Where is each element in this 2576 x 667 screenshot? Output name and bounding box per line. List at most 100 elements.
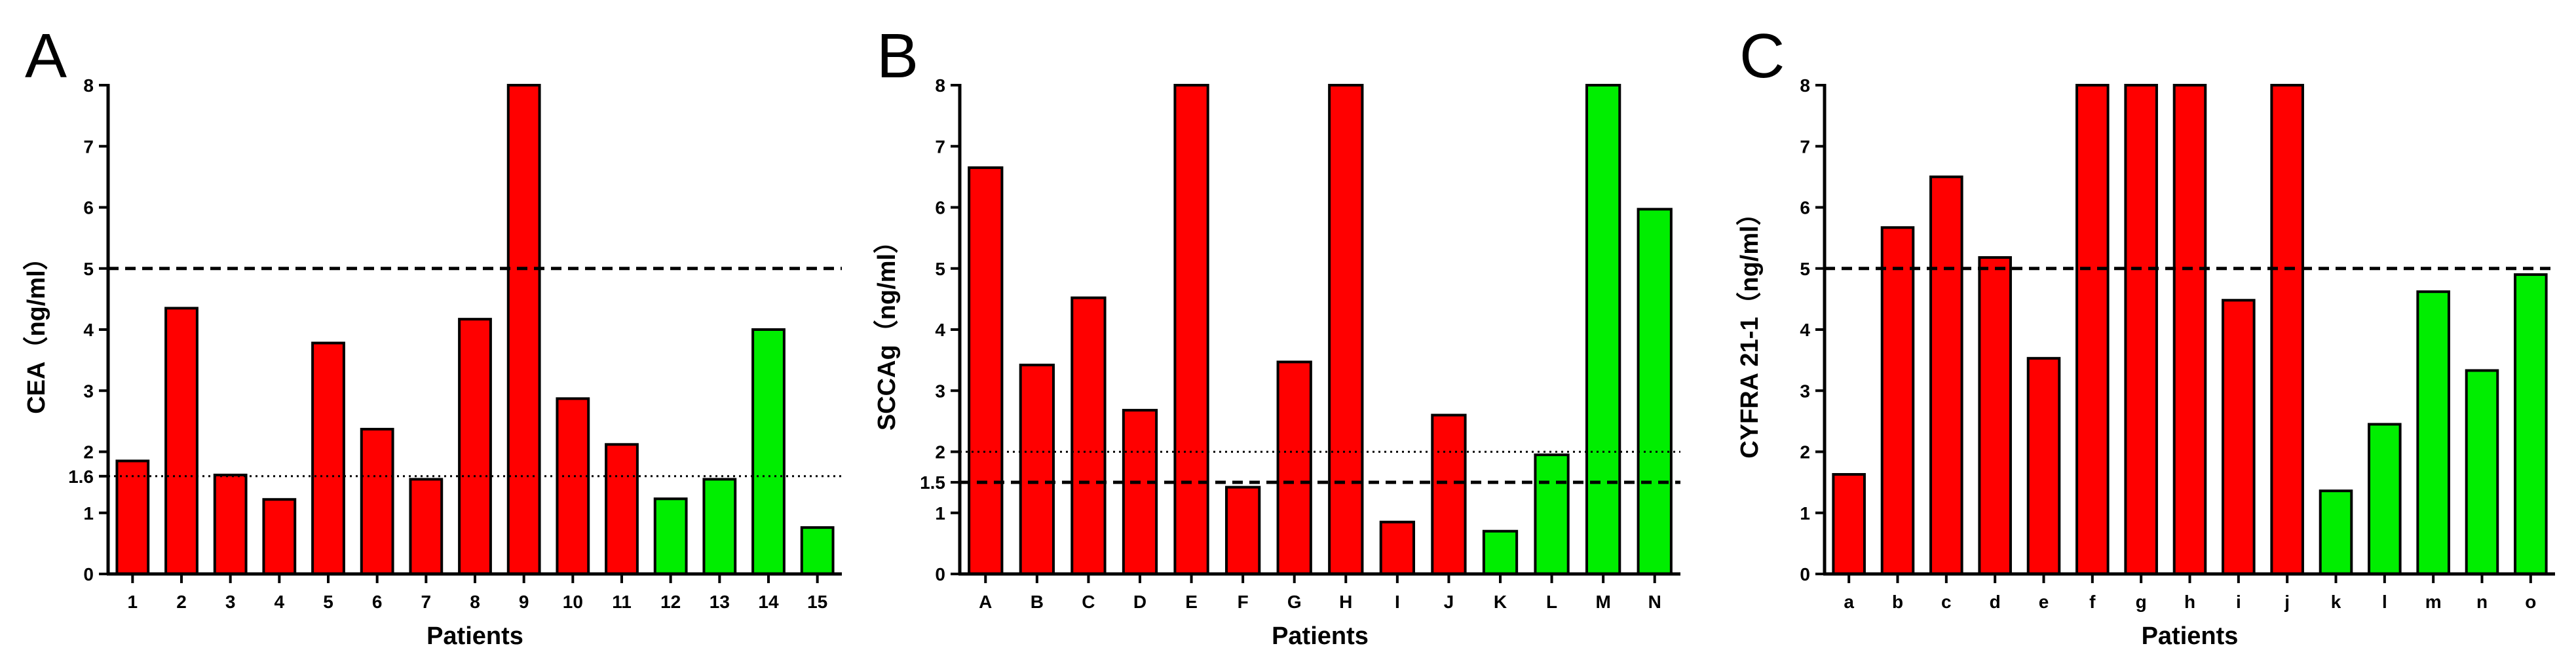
panel-a-ytick-label: 5 <box>83 259 94 279</box>
panel-c-ytick-label: 0 <box>1800 564 1810 584</box>
panel-c-bar-l <box>2368 423 2402 575</box>
panel-c-xtick-label: o <box>2525 592 2536 612</box>
panel-b-xtick-label: K <box>1494 592 1507 612</box>
panel-a-bar-8 <box>458 318 492 575</box>
panel-a-bar-7 <box>409 478 444 576</box>
panel-b-ytick-label: 6 <box>935 198 945 218</box>
panel-a-bar-5 <box>311 341 345 575</box>
panel-a-xtick-label: 9 <box>519 592 529 612</box>
panel-b-ytick-label: 5 <box>935 259 945 279</box>
panel-c-y-axis-title: CYFRA 21-1（ng/ml） <box>1736 200 1764 458</box>
panel-a-bar-3 <box>213 473 248 575</box>
panel-b-ytick-label: 7 <box>935 136 945 157</box>
panel-b-xtick-label: N <box>1648 592 1661 612</box>
panel-a-bar-2 <box>164 307 199 575</box>
panel-b-bar-h <box>1328 84 1364 575</box>
panel-a-bar-4 <box>262 498 297 575</box>
panel-b-letter: B <box>877 21 919 91</box>
panel-b-bar-e <box>1173 84 1209 575</box>
panel-a-xtick-label: 8 <box>470 592 480 612</box>
panel-a-xtick-label: 1 <box>128 592 138 612</box>
panel-a-bar-15 <box>800 526 835 576</box>
panel-a-bar-1 <box>115 459 150 575</box>
panel-a-bar-12 <box>653 497 688 575</box>
panel-b-xtick-label: I <box>1395 592 1400 612</box>
panel-b-bar-g <box>1276 360 1312 575</box>
panel-b-bar-f <box>1225 486 1261 576</box>
panel-b-ytick-label: 0 <box>935 564 945 584</box>
panel-a-ytick-label: 0 <box>83 564 94 584</box>
panel-a-ytick-label: 1 <box>83 503 94 524</box>
panel-b-xtick-label: D <box>1133 592 1146 612</box>
panel-a-xtick-label: 14 <box>758 592 779 612</box>
panel-b-ytick-label: 8 <box>935 75 945 96</box>
panel-c-xtick-label: n <box>2476 592 2488 612</box>
panel-b-xtick-label: E <box>1185 592 1198 612</box>
panel-c-xtick-label: k <box>2331 592 2341 612</box>
panel-a-xtick-label: 2 <box>176 592 187 612</box>
panel-c-bar-n <box>2465 369 2499 575</box>
panel-c-ytick-label: 7 <box>1800 136 1810 157</box>
panel-c-bar-j <box>2270 84 2304 575</box>
panel-c-x-axis-title: Patients <box>2142 622 2239 650</box>
panel-b-xtick-label: L <box>1546 592 1557 612</box>
panel-c-ytick-label: 5 <box>1800 259 1810 279</box>
panel-c-xtick-label: j <box>2284 592 2290 612</box>
panel-c-bar-f <box>2075 84 2110 575</box>
panel-a-xtick-label: 6 <box>372 592 383 612</box>
panel-c-bar-k <box>2319 489 2353 575</box>
panel-a-xtick-label: 10 <box>563 592 583 612</box>
panel-c-bar-o <box>2514 273 2548 575</box>
panel-c-bar-d <box>1978 256 2012 575</box>
panel-b-x-axis-title: Patients <box>1272 622 1369 650</box>
panel-b-y-axis-title: SCCAg（ng/ml） <box>873 229 901 430</box>
panel-c-bar-h <box>2172 84 2207 575</box>
panel-b-xtick-label: G <box>1287 592 1302 612</box>
panel-a-y-axis-title: CEA（ng/ml） <box>23 245 50 414</box>
panel-c-xtick-label: d <box>1990 592 2001 612</box>
panel-b-bar-l <box>1534 453 1570 575</box>
panel-c-xtick-label: h <box>2184 592 2195 612</box>
panel-c-ytick-label: 1 <box>1800 503 1810 524</box>
panel-c-letter: C <box>1739 21 1785 91</box>
panel-c-bar-g <box>2124 84 2158 575</box>
panel-a-x-axis-title: Patients <box>426 622 523 650</box>
panel-a-bar-11 <box>605 443 639 575</box>
panel-a-xtick-label: 4 <box>275 592 285 612</box>
panel-a-bar-10 <box>556 397 590 575</box>
panel-c-xtick-label: f <box>2089 592 2096 612</box>
panel-b-bar-k <box>1482 529 1519 575</box>
panel-b-bar-a <box>968 166 1004 575</box>
panel-c-xtick-label: l <box>2382 592 2387 612</box>
panel-b-bar-c <box>1070 296 1107 575</box>
panel-b-bar-d <box>1122 409 1158 576</box>
panel-a-bar-9 <box>506 84 541 575</box>
panel-a-bar-14 <box>751 328 786 575</box>
panel-c-xtick-label: e <box>2039 592 2049 612</box>
panel-c-xtick-label: a <box>1844 592 1854 612</box>
panel-c-xtick-label: b <box>1892 592 1903 612</box>
panel-c-bar-a <box>1832 473 1866 575</box>
panel-c-ytick-label: 4 <box>1800 320 1810 340</box>
panel-b-xtick-label: A <box>979 592 992 612</box>
panel-b-xtick-label: B <box>1031 592 1044 612</box>
panel-b-ytick-label: 3 <box>935 381 945 401</box>
panel-b-xtick-label: M <box>1595 592 1610 612</box>
panel-b-bar-m <box>1585 84 1621 575</box>
panel-a-xtick-label: 5 <box>323 592 333 612</box>
panel-a-bar-13 <box>702 478 737 576</box>
panel-b-xtick-label: C <box>1082 592 1095 612</box>
panel-a-bar-6 <box>360 427 394 575</box>
panel-a-xtick-label: 12 <box>660 592 681 612</box>
panel-b-bar-n <box>1637 208 1673 575</box>
panel-b-xtick-label: F <box>1238 592 1249 612</box>
panel-b-bar-i <box>1379 520 1416 575</box>
panel-a-xtick-label: 7 <box>421 592 432 612</box>
panel-c-ytick-label: 8 <box>1800 75 1810 96</box>
panel-b-xtick-label: H <box>1339 592 1352 612</box>
panel-c-bar-b <box>1880 226 1915 575</box>
panel-a-xtick-label: 13 <box>710 592 730 612</box>
panel-c-bar-i <box>2222 299 2256 575</box>
panel-a-ytick-label: 3 <box>83 381 94 401</box>
